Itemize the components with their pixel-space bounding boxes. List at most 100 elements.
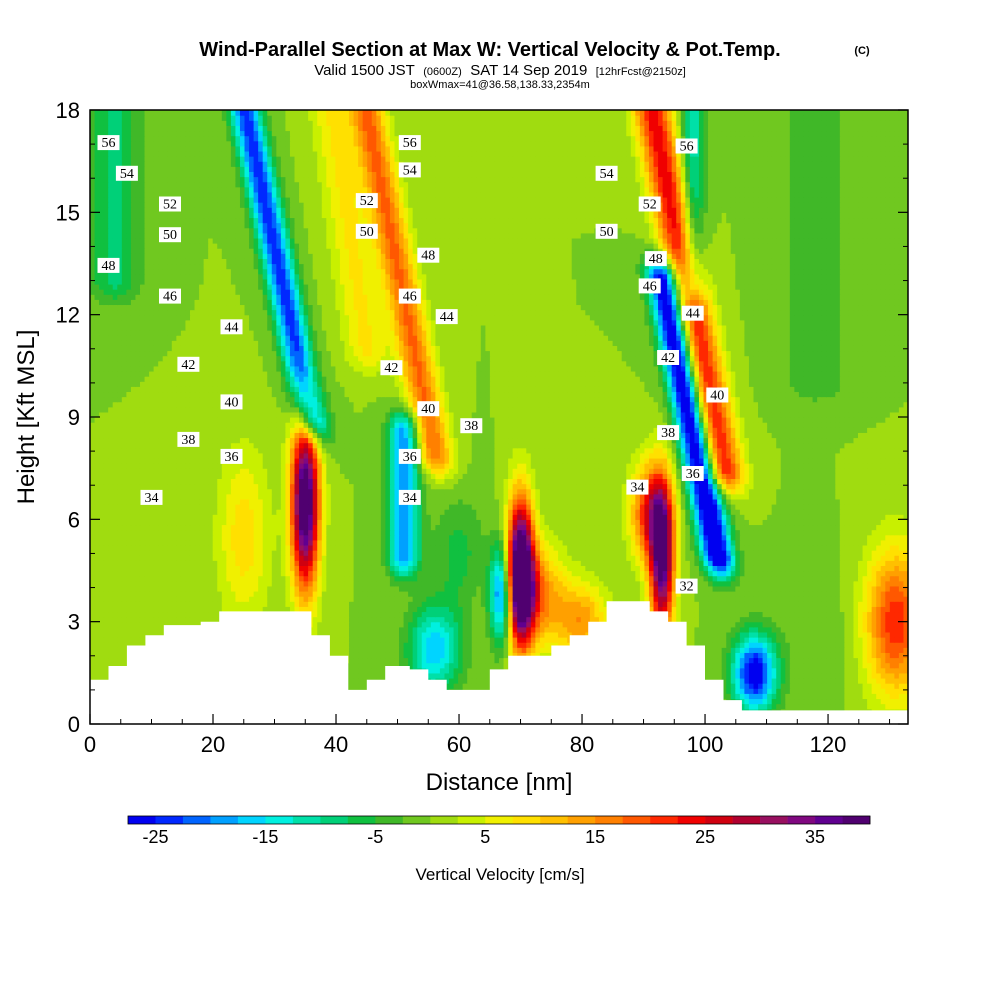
velocity-cell [476,677,482,684]
velocity-cell [894,703,900,710]
velocity-cell [835,652,841,659]
velocity-cell [871,683,877,689]
velocity-cell [226,596,232,602]
velocity-cell [289,585,296,592]
velocity-cell [848,652,855,659]
velocity-cell [453,652,459,659]
velocity-cell [94,590,100,597]
velocity-cell [489,642,496,648]
velocity-cell [171,585,177,592]
velocity-cell [767,703,773,710]
velocity-cell [408,652,414,659]
velocity-cell [144,606,150,613]
velocity-cell [389,580,396,587]
velocity-cell [149,590,155,597]
velocity-cell [876,585,882,592]
velocity-cell [762,667,768,674]
velocity-cell [485,642,491,648]
velocity-cell [449,683,455,689]
velocity-cell [385,652,391,659]
velocity-cell [853,616,859,623]
velocity-cell [848,601,855,607]
velocity-cell [594,596,600,602]
velocity-cell [867,657,873,664]
velocity-cell [676,616,682,623]
velocity-cell [776,677,782,684]
velocity-cell [789,647,795,653]
velocity-cell [312,596,318,602]
velocity-cell [739,606,745,613]
velocity-cell [753,657,759,664]
velocity-cell [753,693,759,700]
velocity-cell [826,621,832,628]
velocity-cell [162,616,168,623]
velocity-cell [898,606,905,613]
velocity-cell [858,647,864,653]
velocity-cell [862,688,868,694]
velocity-cell [771,601,777,607]
velocity-cell [708,585,714,592]
velocity-cell [562,631,568,638]
velocity-cell [480,662,486,669]
velocity-cell [421,642,427,648]
velocity-cell [421,606,427,613]
velocity-cell [439,596,446,602]
velocity-cell [439,631,446,638]
velocity-cell [817,596,823,602]
velocity-cell [494,657,500,664]
velocity-cell [612,590,618,597]
velocity-cell [548,616,555,623]
velocity-cell [517,590,523,597]
velocity-cell [785,662,791,669]
velocity-cell [876,601,882,607]
velocity-cell [858,626,864,633]
velocity-cell [721,688,727,694]
velocity-cell [839,585,845,592]
velocity-cell [903,611,908,618]
velocity-cell [889,596,895,602]
velocity-cell [812,677,818,684]
velocity-cell [94,647,100,653]
velocity-cell [467,590,473,597]
velocity-cell [453,611,459,618]
velocity-cell [839,611,845,618]
velocity-cell [485,621,491,628]
velocity-cell [830,606,836,613]
subtitle-valid-time: Valid 1500 JST [314,62,415,79]
velocity-cell [471,621,477,628]
velocity-cell [903,637,908,643]
velocity-cell [671,616,677,623]
velocity-cell [871,631,877,638]
velocity-cell [876,606,882,613]
velocity-cell [830,631,836,638]
velocity-cell [499,596,505,602]
velocity-cell [658,580,664,587]
velocity-cell [335,601,341,607]
velocity-cell [385,626,391,633]
velocity-cell [821,606,827,613]
velocity-cell [758,667,764,674]
velocity-cell [449,631,455,638]
velocity-cell [835,606,841,613]
velocity-cell [99,626,105,633]
velocity-cell [535,626,541,633]
velocity-cell [435,585,441,592]
velocity-cell [449,585,455,592]
velocity-cell [612,580,618,587]
velocity-cell [580,585,586,592]
velocity-cell [785,611,791,618]
velocity-cell [812,703,818,710]
velocity-cell [848,585,855,592]
velocity-cell [408,590,414,597]
velocity-cell [389,662,396,669]
velocity-cell [858,637,864,643]
velocity-cell [580,606,586,613]
velocity-cell [380,657,386,664]
velocity-cell [744,667,750,674]
velocity-cell [90,637,96,643]
velocity-cell [403,642,409,648]
velocity-cell [358,585,364,592]
velocity-cell [767,693,773,700]
velocity-cell [94,667,100,674]
velocity-cell [758,611,764,618]
